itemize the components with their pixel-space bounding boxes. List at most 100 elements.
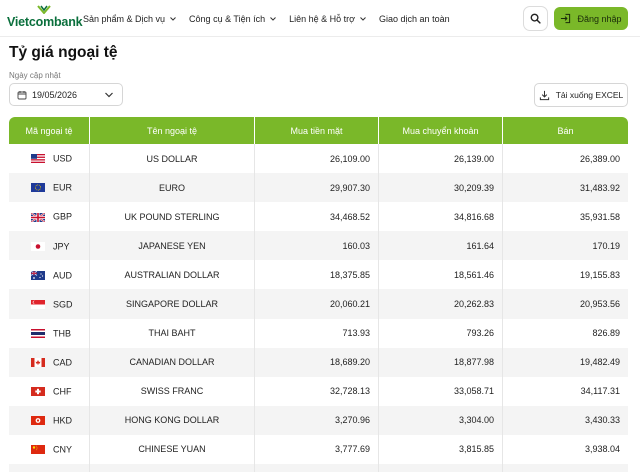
currency-name: THAI BAHT xyxy=(90,318,255,348)
transfer-buy-rate: 18,877.98 xyxy=(379,347,503,377)
au-flag-icon xyxy=(31,270,45,280)
transfer-buy-rate: 26,139.00 xyxy=(379,144,503,174)
currency-name: CANADIAN DOLLAR xyxy=(90,347,255,377)
cash-buy-rate: 3,777.69 xyxy=(255,434,379,465)
currency-code-cell: CHF xyxy=(9,376,90,406)
transfer-buy-rate: 3,304.00 xyxy=(379,405,503,435)
us-flag-icon xyxy=(31,154,45,164)
currency-code-cell: AUD xyxy=(9,260,90,290)
hk-flag-icon xyxy=(31,416,45,426)
table-row: JPY JAPANESE YEN 160.03 161.64 170.19 xyxy=(9,231,628,261)
download-label: Tải xuống EXCEL xyxy=(555,90,624,100)
search-icon xyxy=(530,13,541,24)
sell-rate: 26,389.00 xyxy=(579,153,620,164)
currency-name: HONG KONG DOLLAR xyxy=(90,405,255,435)
cash-buy-rate: 18,689.20 xyxy=(255,347,379,377)
header-cash-buy: Mua tiền mặt xyxy=(255,117,379,144)
page-title: Tỷ giá ngoại tệ xyxy=(9,44,118,61)
login-icon xyxy=(561,13,571,24)
menu-item-tools[interactable]: Công cụ & Tiện ích xyxy=(189,14,277,24)
cash-buy-rate: 29,907.30 xyxy=(255,173,379,203)
chevron-down-icon xyxy=(270,17,276,21)
cash-buy-rate xyxy=(255,464,379,472)
brand-name: Vietcombank xyxy=(7,15,83,29)
download-excel-button[interactable]: Tải xuống EXCEL xyxy=(534,83,628,107)
date-value: 19/05/2026 xyxy=(32,89,78,100)
currency-code: GBP xyxy=(53,212,73,223)
sell-rate: 35,931.58 xyxy=(579,211,620,222)
currency-name: EURO xyxy=(90,173,255,203)
currency-code-cell: GBP xyxy=(9,202,90,232)
currency-code-cell xyxy=(9,464,90,472)
top-navbar: Vietcombank Sản phẩm & Dịch vụ Công cụ &… xyxy=(0,0,640,37)
logo-mark-icon xyxy=(37,5,51,14)
th-flag-icon xyxy=(31,328,45,338)
sell-rate: 20,953.56 xyxy=(503,289,628,319)
sell-rate: 19,155.83 xyxy=(579,269,620,280)
vietcombank-logo[interactable]: Vietcombank xyxy=(7,5,83,31)
currency-code-cell: EUR xyxy=(9,173,90,203)
currency-code: CAD xyxy=(53,357,73,368)
currency-code-cell: THB xyxy=(9,318,90,348)
ch-flag-icon xyxy=(31,387,45,397)
currency-code: SGD xyxy=(53,299,73,310)
exchange-rate-table: Mã ngoại tệ Tên ngoại tệ Mua tiền mặt Mu… xyxy=(9,117,628,472)
menu-item-label: Công cụ & Tiện ích xyxy=(189,14,266,24)
currency-code: EUR xyxy=(53,182,73,193)
table-row: GBP UK POUND STERLING 34,468.52 34,816.6… xyxy=(9,202,628,232)
login-button[interactable]: Đăng nhập xyxy=(554,7,628,30)
table-row xyxy=(9,464,628,472)
table-row: CHF SWISS FRANC 32,728.13 33,058.71 34,1… xyxy=(9,376,628,406)
date-picker[interactable]: 19/05/2026 xyxy=(9,83,123,106)
sell-rate: 31,483.92 xyxy=(503,173,628,203)
table-row: CAD CANADIAN DOLLAR 18,689.20 18,877.98 … xyxy=(9,347,628,377)
chevron-down-icon xyxy=(360,17,366,21)
transfer-buy-rate: 30,209.39 xyxy=(379,173,503,203)
search-button[interactable] xyxy=(523,6,548,31)
cash-buy-rate: 20,060.21 xyxy=(255,289,379,319)
sell-rate xyxy=(503,464,628,472)
main-menu: Sản phẩm & Dịch vụ Công cụ & Tiện ích Li… xyxy=(83,14,462,24)
cash-buy-rate: 34,468.52 xyxy=(255,202,379,232)
currency-name xyxy=(90,464,255,472)
download-icon xyxy=(539,90,549,100)
sell-rate: 170.19 xyxy=(503,231,628,261)
login-label: Đăng nhập xyxy=(577,13,622,24)
currency-code-cell: CAD xyxy=(9,347,90,377)
gb-flag-icon xyxy=(31,212,45,222)
transfer-buy-rate: 793.26 xyxy=(379,318,503,348)
transfer-buy-rate: 161.64 xyxy=(379,231,503,261)
menu-item-label: Giao dịch an toàn xyxy=(379,14,450,24)
ca-flag-icon xyxy=(31,358,45,368)
sell-rate: 826.89 xyxy=(592,328,620,339)
transfer-buy-rate: 20,262.83 xyxy=(379,289,503,319)
currency-name: SWISS FRANC xyxy=(90,376,255,406)
cash-buy-rate: 713.93 xyxy=(255,318,379,348)
currency-code-cell: HKD xyxy=(9,405,90,435)
header-currency-code: Mã ngoại tệ xyxy=(9,117,90,144)
menu-item-products[interactable]: Sản phẩm & Dịch vụ xyxy=(83,14,177,24)
sell-rate: 3,430.33 xyxy=(503,405,628,435)
sell-rate: 19,482.49 xyxy=(503,347,628,377)
eu-flag-icon xyxy=(31,183,45,193)
table-row: SGD SINGAPORE DOLLAR 20,060.21 20,262.83… xyxy=(9,289,628,319)
currency-name: AUSTRALIAN DOLLAR xyxy=(90,260,255,290)
currency-code: CNY xyxy=(53,444,73,455)
menu-item-safe-transactions[interactable]: Giao dịch an toàn xyxy=(379,14,450,24)
cn-flag-icon xyxy=(31,445,45,455)
currency-code-cell: CNY xyxy=(9,434,90,465)
table-row: HKD HONG KONG DOLLAR 3,270.96 3,304.00 3… xyxy=(9,405,628,435)
menu-item-contact[interactable]: Liên hệ & Hỗ trợ xyxy=(289,14,367,24)
cash-buy-rate: 26,109.00 xyxy=(255,144,379,174)
currency-code: JPY xyxy=(53,241,70,252)
header-sell: Bán xyxy=(503,117,628,144)
currency-code: HKD xyxy=(53,415,73,426)
update-date-label: Ngày cập nhật xyxy=(9,71,61,80)
currency-code: THB xyxy=(53,328,71,339)
table-header-row: Mã ngoại tệ Tên ngoại tệ Mua tiền mặt Mu… xyxy=(9,117,628,144)
currency-code: AUD xyxy=(53,270,73,281)
table-row: THB THAI BAHT 713.93 793.26 826.89 xyxy=(9,318,628,348)
menu-item-label: Liên hệ & Hỗ trợ xyxy=(289,14,356,24)
calendar-icon xyxy=(17,90,27,99)
cash-buy-rate: 18,375.85 xyxy=(255,260,379,290)
